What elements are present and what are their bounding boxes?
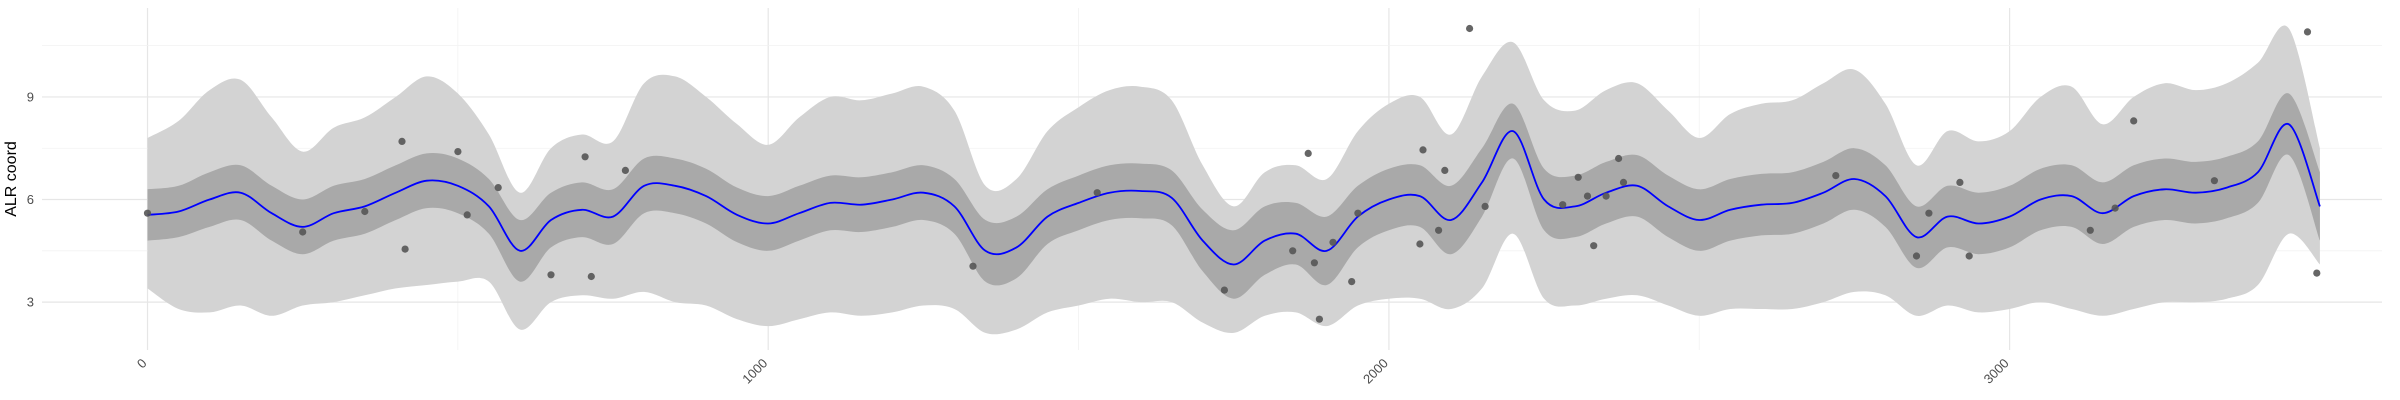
- data-point: [494, 184, 502, 192]
- data-point: [1419, 146, 1427, 154]
- data-point: [1619, 178, 1628, 186]
- data-point: [2130, 117, 2138, 125]
- mean-line-path: [147, 123, 2321, 266]
- data-point: [1435, 226, 1443, 234]
- outer-band-area: [147, 25, 2320, 335]
- data-point: [2111, 204, 2119, 212]
- data-point: [1965, 252, 1973, 260]
- data-point: [454, 148, 462, 156]
- observation-points: [143, 24, 2321, 323]
- data-point: [1590, 242, 1598, 250]
- x-axis-ticks: 0 1000 2000 3000: [134, 356, 2012, 387]
- y-axis-ticks: 3 6 9: [27, 89, 34, 309]
- x-tick-label: 1000: [739, 356, 770, 387]
- data-point: [1315, 315, 1323, 323]
- x-tick-label: 3000: [1981, 356, 2012, 387]
- data-point: [1583, 192, 1592, 200]
- data-point: [1602, 192, 1610, 200]
- data-point: [547, 271, 555, 279]
- y-axis-title: ALR coord: [3, 141, 20, 217]
- y-tick-label: 6: [27, 192, 34, 207]
- data-point: [1441, 166, 1449, 174]
- data-point: [2086, 226, 2094, 234]
- data-point: [1220, 286, 1228, 294]
- data-point: [1832, 172, 1840, 180]
- data-point: [1956, 178, 1964, 186]
- data-point: [1615, 154, 1623, 163]
- data-point: [2210, 177, 2218, 185]
- x-tick-label: 0: [134, 356, 150, 372]
- outer-confidence-band: [147, 25, 2320, 335]
- data-point: [1348, 278, 1356, 286]
- data-point: [1481, 202, 1489, 210]
- data-point: [1925, 209, 1933, 217]
- data-point: [299, 228, 307, 236]
- data-point: [1289, 247, 1297, 255]
- data-point: [398, 137, 406, 145]
- data-point: [2313, 269, 2321, 277]
- data-point: [1416, 240, 1424, 248]
- y-tick-label: 9: [27, 89, 34, 104]
- data-point: [1466, 24, 1474, 33]
- data-point: [143, 209, 152, 217]
- data-point: [1304, 149, 1312, 157]
- data-point: [621, 166, 630, 174]
- data-point: [361, 207, 369, 216]
- data-point: [1310, 259, 1318, 267]
- data-point: [1329, 238, 1337, 246]
- x-tick-label: 2000: [1360, 356, 1391, 387]
- data-point: [1354, 209, 1362, 217]
- data-point: [2303, 28, 2312, 36]
- y-tick-label: 3: [27, 295, 34, 310]
- data-point: [1574, 173, 1582, 181]
- data-point: [1093, 189, 1101, 197]
- data-point: [401, 245, 409, 253]
- data-point: [969, 262, 977, 270]
- mean-line: [147, 123, 2321, 266]
- data-point: [463, 211, 471, 219]
- data-point: [1559, 201, 1567, 209]
- data-point: [1912, 252, 1921, 260]
- data-point: [581, 153, 589, 161]
- data-point: [587, 272, 595, 281]
